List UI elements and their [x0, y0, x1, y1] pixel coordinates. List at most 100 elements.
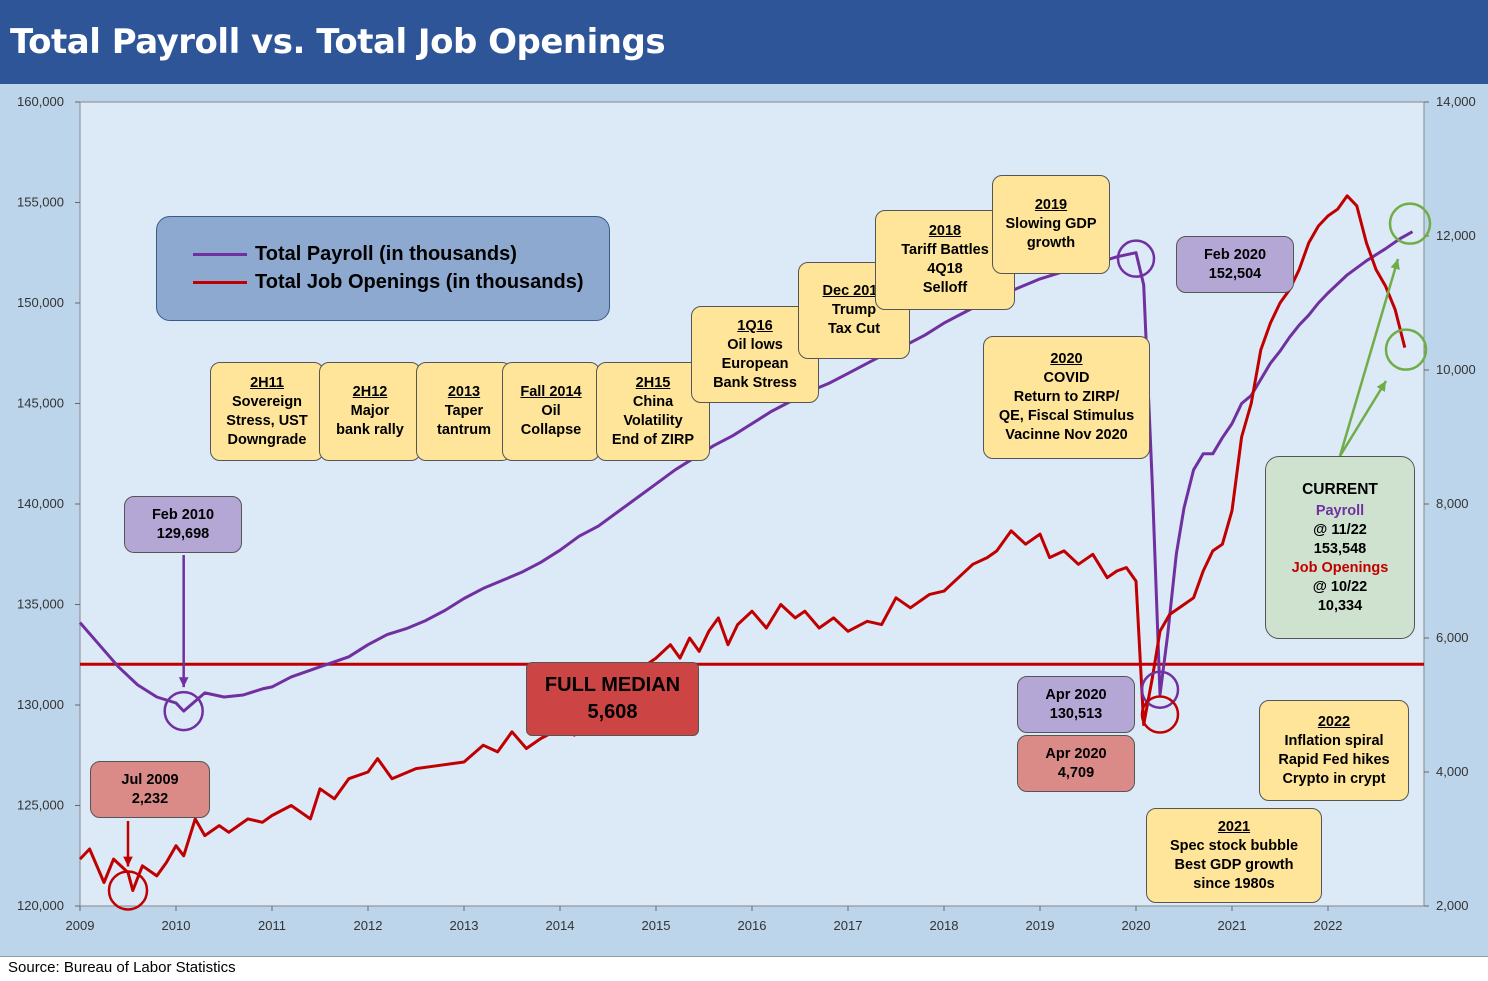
legend-swatch-payroll — [193, 253, 247, 256]
arrow-current-payroll — [1338, 258, 1400, 457]
annotation-2013-line1: Taper — [444, 403, 484, 419]
highlight-current-openings-circle — [1384, 328, 1428, 371]
x-tick-label: 2013 — [450, 918, 479, 933]
x-tick-label: 2014 — [546, 918, 575, 933]
y-right-tick-label: 4,000 — [1436, 764, 1469, 779]
annotation-2019: 2019 Slowing GDP growth — [992, 175, 1110, 274]
arrow-current-openings — [1338, 380, 1388, 457]
annotation-2h15-line1: China — [632, 393, 674, 410]
arrow-current-payroll-head — [1390, 259, 1400, 270]
callout-apr-2020-openings: Apr 2020 4,709 — [1017, 735, 1135, 792]
callout-jul-2009: Jul 2009 2,232 — [90, 761, 210, 818]
chart-frame: 120,000 125,000 130,000 135,000 140,000 145,0… — [0, 84, 1488, 956]
title-bar: Total Payroll vs. Total Job Openings — [0, 0, 1488, 84]
source-note: Source: Bureau of Labor Statistics — [8, 959, 236, 976]
annotation-1q16-line1: Oil lows — [727, 336, 783, 353]
annotation-2018: 2018 Tariff Battles 4Q18 Selloff — [875, 210, 1015, 310]
callout-feb-2020: Feb 2020 152,504 — [1176, 236, 1294, 293]
annotation-2021-line2: Best GDP growth — [1174, 856, 1294, 873]
annotation-2h11-line2: Stress, UST — [226, 412, 308, 429]
annotation-1q16-line2: European — [721, 355, 789, 372]
annotation-2h15-line3: End of ZIRP — [611, 431, 695, 448]
x-tick-label: 2017 — [834, 918, 863, 933]
source-bar: Source: Bureau of Labor Statistics — [0, 956, 1488, 981]
highlight-jul-2009-circle — [107, 870, 149, 911]
callout-feb-2010: Feb 2010 129,698 — [124, 496, 242, 553]
median-label-title: FULL MEDIAN — [544, 674, 681, 696]
callout-current-payroll-date: @ 11/22 — [1313, 521, 1367, 538]
y-right-tick-label: 12,000 — [1436, 228, 1476, 243]
annotation-fall-2014-line2: Collapse — [520, 422, 582, 438]
callout-current-payroll-label: Payroll — [1315, 502, 1365, 519]
annotation-2013: 2013 Taper tantrum — [416, 362, 512, 461]
annotation-1q16-line3: Bank Stress — [713, 374, 797, 391]
annotation-fall-2014: Fall 2014 Oil Collapse — [502, 362, 600, 461]
annotation-dec-2017-head: Dec 2017 — [822, 283, 886, 299]
annotation-2h11: 2H11 Sovereign Stress, UST Downgrade — [210, 362, 324, 461]
x-tick-label: 2009 — [66, 918, 95, 933]
y-right-tick-label: 14,000 — [1436, 94, 1476, 109]
y-left-tick-label: 125,000 — [17, 798, 64, 813]
highlight-current-payroll-circle — [1388, 202, 1432, 245]
annotation-2h15-head: 2H15 — [635, 374, 671, 391]
annotation-1q16-head: 1Q16 — [737, 317, 773, 334]
callout-apr-2020-payroll-date: Apr 2020 — [1045, 686, 1107, 703]
y-right-tick-label: 10,000 — [1436, 362, 1476, 377]
annotation-2022: 2022 Inflation spiral Rapid Fed hikes Cr… — [1259, 700, 1409, 801]
arrow-current-openings-head — [1376, 381, 1386, 392]
highlight-feb-2010-circle — [163, 690, 204, 732]
callout-current-payroll-value: 153,548 — [1313, 540, 1367, 557]
y-left-tick-label: 155,000 — [17, 195, 64, 210]
x-tick-label: 2018 — [930, 918, 959, 933]
callout-jul-2009-value: 2,232 — [131, 790, 169, 807]
callout-jul-2009-date: Jul 2009 — [121, 771, 179, 788]
callout-current-openings-label: Job Openings — [1291, 559, 1389, 576]
callout-feb-2020-value: 152,504 — [1208, 265, 1262, 282]
legend-item-openings: Total Job Openings (in thousands) — [193, 271, 584, 294]
x-tick-label: 2020 — [1122, 918, 1151, 933]
callout-current: CURRENT Payroll @ 11/22 153,548 Job Open… — [1265, 456, 1415, 639]
annotation-2020-covid: 2020 COVID Return to ZIRP/ QE, Fiscal St… — [983, 336, 1150, 459]
y-left-tick-label: 150,000 — [17, 295, 64, 310]
annotation-2018-line2: 4Q18 — [927, 261, 963, 277]
annotation-2h12-head: 2H12 — [352, 384, 388, 400]
legend-label-payroll: Total Payroll (in thousands) — [255, 243, 517, 265]
annotation-2021: 2021 Spec stock bubble Best GDP growth s… — [1146, 808, 1322, 903]
callout-apr-2020-payroll-value: 130,513 — [1049, 705, 1103, 722]
y-right-tick-label: 6,000 — [1436, 630, 1469, 645]
annotation-2021-head: 2021 — [1217, 818, 1251, 835]
annotation-2020-line2: Return to ZIRP/ — [1013, 389, 1120, 405]
annotation-2022-line1: Inflation spiral — [1284, 732, 1384, 749]
annotation-2h11-line1: Sovereign — [231, 393, 303, 410]
x-tick-label: 2010 — [162, 918, 191, 933]
callout-current-head: CURRENT — [1302, 480, 1378, 498]
y-right-tick-label: 2,000 — [1436, 898, 1469, 913]
chart-title: Total Payroll vs. Total Job Openings — [10, 22, 666, 62]
annotation-2020-line3: QE, Fiscal Stimulus — [998, 408, 1135, 424]
annotation-2h15-line2: Volatility — [623, 412, 683, 429]
annotation-2h11-head: 2H11 — [250, 374, 284, 391]
annotation-2h11-line3: Downgrade — [227, 431, 307, 448]
annotation-2h12-line1: Major — [350, 403, 390, 419]
legend-item-payroll: Total Payroll (in thousands) — [193, 243, 517, 266]
annotation-dec-2017-line2: Tax Cut — [827, 321, 881, 337]
arrow-feb-2010-head — [178, 677, 189, 688]
annotation-2019-head: 2019 — [1034, 197, 1068, 213]
callout-current-openings-value: 10,334 — [1317, 597, 1363, 614]
annotation-2019-line1: Slowing GDP — [1005, 216, 1097, 232]
callout-apr-2020-openings-date: Apr 2020 — [1045, 745, 1107, 762]
annotation-2h12-line2: bank rally — [336, 422, 404, 438]
annotation-2021-line3: since 1980s — [1193, 875, 1275, 892]
annotation-2018-line3: Selloff — [922, 280, 968, 296]
annotation-2020-line4: Vacinne Nov 2020 — [1005, 427, 1128, 443]
median-label-value: 5,608 — [587, 701, 638, 723]
y-left-tick-label: 130,000 — [17, 697, 64, 712]
annotation-2022-line3: Crypto in crypt — [1282, 770, 1386, 787]
x-tick-label: 2016 — [738, 918, 767, 933]
arrow-jul-2009-head — [123, 856, 133, 867]
callout-feb-2020-date: Feb 2020 — [1203, 246, 1267, 263]
annotation-2018-head: 2018 — [928, 223, 962, 239]
openings-line — [78, 194, 1407, 892]
annotation-2021-line1: Spec stock bubble — [1169, 837, 1299, 854]
annotation-dec-2017-line1: Trump — [831, 302, 877, 318]
